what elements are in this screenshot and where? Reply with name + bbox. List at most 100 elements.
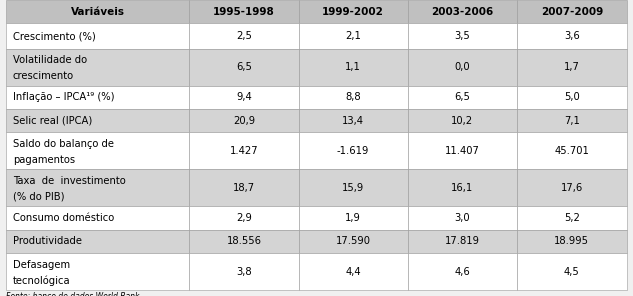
Bar [408, 0, 517, 23]
Bar [6, 109, 189, 132]
Text: 2007-2009: 2007-2009 [541, 7, 603, 17]
Bar [299, 132, 408, 169]
Bar [517, 49, 627, 86]
Text: 10,2: 10,2 [451, 116, 473, 126]
Text: 7,1: 7,1 [564, 116, 580, 126]
Text: 1,7: 1,7 [564, 62, 580, 72]
Bar [189, 109, 299, 132]
Text: 13,4: 13,4 [342, 116, 364, 126]
Text: 11.407: 11.407 [445, 146, 480, 156]
Bar [6, 230, 189, 253]
Bar [517, 109, 627, 132]
Bar [189, 23, 299, 49]
Bar [408, 132, 517, 169]
Text: Defasagem: Defasagem [13, 260, 70, 270]
Bar [6, 86, 189, 109]
Bar [299, 109, 408, 132]
Bar [299, 206, 408, 230]
Text: 18.556: 18.556 [227, 237, 261, 246]
Bar [408, 23, 517, 49]
Text: 6,5: 6,5 [454, 92, 470, 102]
Bar [6, 49, 189, 86]
Bar [6, 206, 189, 230]
Text: (% do PIB): (% do PIB) [13, 192, 64, 202]
Text: Selic real (IPCA): Selic real (IPCA) [13, 116, 92, 126]
Text: Produtividade: Produtividade [13, 237, 82, 246]
Text: 5,0: 5,0 [564, 92, 580, 102]
Text: 4,5: 4,5 [564, 267, 580, 276]
Bar [408, 86, 517, 109]
Text: pagamentos: pagamentos [13, 155, 75, 165]
Bar [517, 206, 627, 230]
Text: 6,5: 6,5 [236, 62, 252, 72]
Text: 2003-2006: 2003-2006 [431, 7, 493, 17]
Bar [299, 0, 408, 23]
Text: Variáveis: Variáveis [71, 7, 125, 17]
Text: 4,4: 4,4 [345, 267, 361, 276]
Bar [299, 49, 408, 86]
Bar [408, 169, 517, 206]
Text: 17.819: 17.819 [445, 237, 480, 246]
Text: Fonte: banco de dados World Bank.: Fonte: banco de dados World Bank. [6, 292, 142, 296]
Text: 20,9: 20,9 [233, 116, 255, 126]
Text: tecnológica: tecnológica [13, 275, 70, 286]
Bar [517, 169, 627, 206]
Bar [299, 23, 408, 49]
Text: 2,5: 2,5 [236, 31, 252, 41]
Text: 15,9: 15,9 [342, 183, 364, 193]
Text: 1995-1998: 1995-1998 [213, 7, 275, 17]
Bar [189, 253, 299, 290]
Text: Consumo doméstico: Consumo doméstico [13, 213, 114, 223]
Text: -1.619: -1.619 [337, 146, 369, 156]
Bar [299, 86, 408, 109]
Bar [189, 49, 299, 86]
Text: 3,5: 3,5 [454, 31, 470, 41]
Text: 3,0: 3,0 [454, 213, 470, 223]
Text: 8,8: 8,8 [345, 92, 361, 102]
Text: 18,7: 18,7 [233, 183, 255, 193]
Text: 3,8: 3,8 [236, 267, 252, 276]
Bar [189, 132, 299, 169]
Bar [517, 0, 627, 23]
Bar [517, 230, 627, 253]
Bar [6, 132, 189, 169]
Bar [408, 206, 517, 230]
Bar [299, 169, 408, 206]
Text: 2,9: 2,9 [236, 213, 252, 223]
Text: Volatilidade do: Volatilidade do [13, 55, 87, 65]
Text: 1.427: 1.427 [230, 146, 258, 156]
Text: Saldo do balanço de: Saldo do balanço de [13, 139, 114, 149]
Bar [189, 169, 299, 206]
Bar [517, 23, 627, 49]
Bar [189, 86, 299, 109]
Text: Crescimento (%): Crescimento (%) [13, 31, 96, 41]
Text: 1,9: 1,9 [345, 213, 361, 223]
Bar [517, 86, 627, 109]
Bar [408, 49, 517, 86]
Text: crescimento: crescimento [13, 71, 74, 81]
Bar [408, 230, 517, 253]
Text: 4,6: 4,6 [454, 267, 470, 276]
Text: Inflação – IPCA¹⁹ (%): Inflação – IPCA¹⁹ (%) [13, 92, 114, 102]
Text: 2,1: 2,1 [345, 31, 361, 41]
Text: 3,6: 3,6 [564, 31, 580, 41]
Bar [517, 132, 627, 169]
Text: 1999-2002: 1999-2002 [322, 7, 384, 17]
Bar [6, 169, 189, 206]
Text: 1,1: 1,1 [345, 62, 361, 72]
Bar [189, 206, 299, 230]
Bar [189, 230, 299, 253]
Text: Taxa  de  investimento: Taxa de investimento [13, 176, 125, 186]
Bar [408, 109, 517, 132]
Bar [6, 0, 189, 23]
Bar [6, 253, 189, 290]
Bar [299, 230, 408, 253]
Text: 9,4: 9,4 [236, 92, 252, 102]
Text: 18.995: 18.995 [555, 237, 589, 246]
Text: 16,1: 16,1 [451, 183, 473, 193]
Bar [6, 23, 189, 49]
Text: 45.701: 45.701 [555, 146, 589, 156]
Bar [517, 253, 627, 290]
Text: 17.590: 17.590 [335, 237, 370, 246]
Text: 17,6: 17,6 [561, 183, 583, 193]
